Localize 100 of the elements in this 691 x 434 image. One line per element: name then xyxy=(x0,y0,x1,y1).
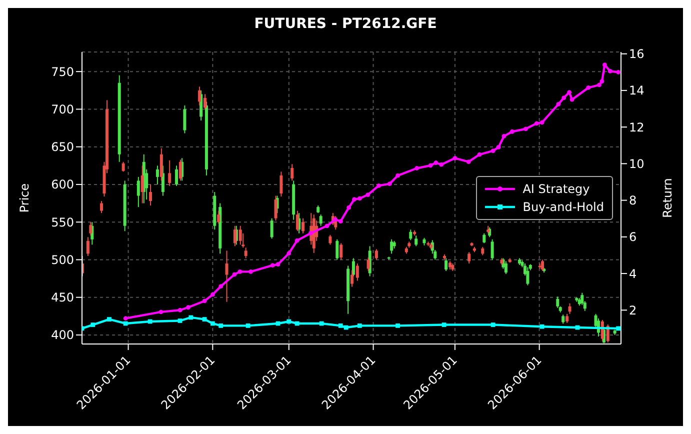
point xyxy=(286,319,292,324)
candlestick xyxy=(374,248,378,260)
y2-axis-title: Return xyxy=(660,178,674,218)
candlestick xyxy=(409,229,412,241)
legend-label: Buy-and-Hold xyxy=(522,200,604,214)
point xyxy=(562,96,566,100)
point xyxy=(218,323,224,328)
candlestick xyxy=(280,171,283,197)
candlestick xyxy=(366,256,370,272)
point xyxy=(338,323,343,328)
point xyxy=(442,322,446,327)
legend-label: AI Strategy xyxy=(522,182,590,196)
candlestick xyxy=(566,313,569,324)
candlestick xyxy=(336,238,339,260)
point xyxy=(466,160,471,164)
candlestick xyxy=(482,232,486,244)
point xyxy=(490,148,496,154)
candlestick xyxy=(140,165,144,204)
y2-tick-label: 2 xyxy=(629,303,637,318)
point xyxy=(308,231,313,236)
point xyxy=(352,197,356,202)
candlestick xyxy=(183,104,186,134)
point xyxy=(570,97,574,102)
point xyxy=(319,321,324,326)
point xyxy=(202,298,207,304)
point xyxy=(510,129,514,134)
point xyxy=(540,120,544,125)
candlestick xyxy=(296,210,300,232)
point xyxy=(232,272,237,277)
point xyxy=(366,192,370,197)
point xyxy=(414,166,420,170)
candlestick xyxy=(340,242,343,260)
point xyxy=(600,79,604,84)
point xyxy=(490,322,496,327)
y-tick-label: 400 xyxy=(51,328,74,342)
point xyxy=(270,263,275,268)
y-tick-label: 700 xyxy=(51,102,74,116)
point xyxy=(477,152,482,157)
point xyxy=(324,224,330,228)
candlestick xyxy=(238,225,242,246)
candlestick xyxy=(160,148,163,182)
y-tick-label: 500 xyxy=(51,252,74,267)
y2-tick-label: 16 xyxy=(629,47,644,62)
y2-tick-label: 8 xyxy=(629,194,637,208)
point xyxy=(123,316,128,321)
candlestick xyxy=(100,200,104,214)
point xyxy=(452,156,458,160)
y-tick-label: 600 xyxy=(51,178,74,192)
point xyxy=(608,69,612,74)
point xyxy=(202,317,207,322)
y-tick-label: 650 xyxy=(51,140,74,154)
point xyxy=(344,325,348,330)
point xyxy=(428,163,433,168)
point xyxy=(616,70,620,74)
candlestick xyxy=(444,258,448,272)
candlestick xyxy=(168,160,172,186)
y2-tick-label: 14 xyxy=(629,84,644,98)
point xyxy=(540,324,544,329)
point xyxy=(210,321,215,326)
candlestick xyxy=(319,214,322,226)
chart-title: FUTURES - PT2612.GFE xyxy=(253,16,438,32)
point xyxy=(586,86,591,90)
candlestick xyxy=(203,94,206,110)
point xyxy=(387,182,392,186)
candlestick xyxy=(270,218,274,240)
candlestick xyxy=(414,235,418,247)
candlestick xyxy=(156,165,159,185)
point xyxy=(534,121,539,126)
point xyxy=(294,321,300,326)
point xyxy=(123,321,128,326)
point xyxy=(188,315,194,320)
point xyxy=(238,269,242,274)
candlestick xyxy=(149,184,152,206)
point xyxy=(294,238,300,243)
candlestick xyxy=(244,247,248,259)
candlestick xyxy=(390,238,394,254)
candlestick xyxy=(175,165,178,186)
point xyxy=(148,319,152,324)
candlestick xyxy=(233,225,236,247)
point xyxy=(524,126,528,132)
candlestick xyxy=(328,234,332,246)
y2-tick-label: 12 xyxy=(629,120,644,134)
point xyxy=(346,205,351,210)
point xyxy=(338,219,343,224)
point xyxy=(210,292,215,297)
point xyxy=(357,323,362,328)
candlestick xyxy=(86,236,90,256)
y-axis-title: Price xyxy=(17,183,32,213)
point xyxy=(158,310,164,314)
candlestick xyxy=(568,302,572,314)
candlestick xyxy=(178,159,182,182)
point xyxy=(439,162,444,167)
point xyxy=(218,284,224,289)
candlestick xyxy=(350,270,354,288)
y-tick-label: 450 xyxy=(51,290,74,305)
point xyxy=(502,134,506,138)
point xyxy=(107,317,112,322)
y2-tick-label: 4 xyxy=(629,266,637,281)
y2-tick-label: 6 xyxy=(629,230,637,244)
y2-tick-label: 10 xyxy=(629,156,644,171)
